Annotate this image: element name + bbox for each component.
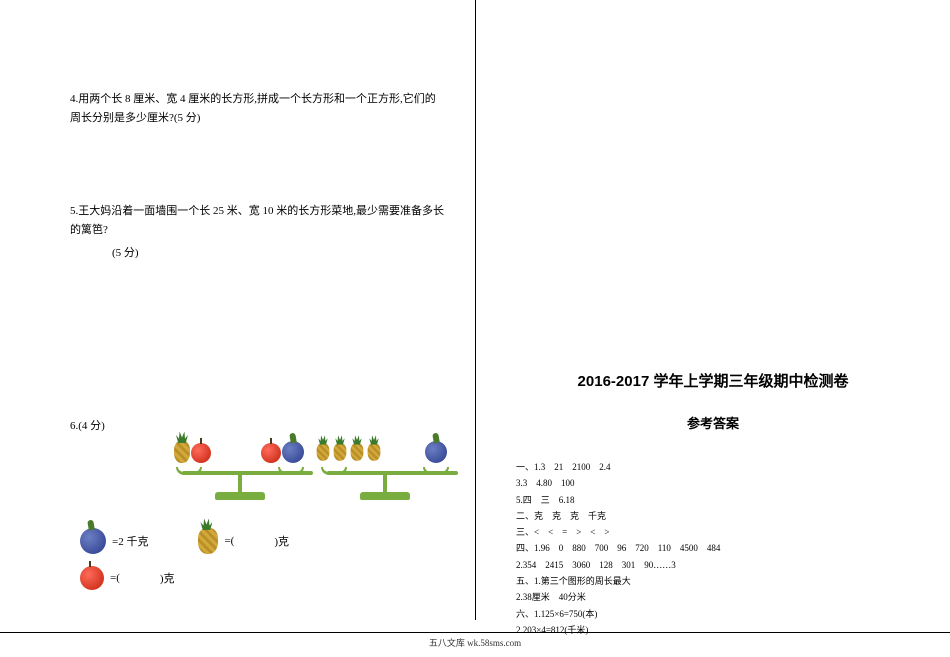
answer-line: 2.354 2415 3060 128 301 90……3 xyxy=(516,558,920,573)
legend-row-2: =( )克 xyxy=(80,566,445,590)
scales-row xyxy=(180,443,445,503)
left-pan-items xyxy=(315,441,382,463)
footer-text: 五八文库 wk.58sms.com xyxy=(429,638,521,648)
legend-apple-unit: )克 xyxy=(160,570,175,586)
scale-base xyxy=(360,492,410,500)
right-pan-items xyxy=(425,441,447,463)
answer-line: 二、克 克 克 千克 xyxy=(516,509,920,524)
question-6: 6.(4 分) xyxy=(70,417,445,590)
answer-line: 5.四 三 6.18 xyxy=(516,493,920,508)
q4-text: 4.用两个长 8 厘米、宽 4 厘米的长方形,拼成一个长方形和一个正方形,它们的… xyxy=(70,90,445,127)
legend-pineapple-eq: =( xyxy=(224,535,234,547)
answer-line: 四、1.96 0 880 700 96 720 110 4500 484 xyxy=(516,541,920,556)
question-4: 4.用两个长 8 厘米、宽 4 厘米的长方形,拼成一个长方形和一个正方形,它们的… xyxy=(70,90,445,127)
scale-post xyxy=(383,473,387,493)
onion-icon xyxy=(80,528,106,554)
page-container: 4.用两个长 8 厘米、宽 4 厘米的长方形,拼成一个长方形和一个正方形,它们的… xyxy=(0,0,950,620)
pineapple-icon xyxy=(317,444,330,462)
answer-line: 六、1.125×6=750(本) xyxy=(516,607,920,622)
legend-row-1: =2 千克 =( )克 xyxy=(80,528,445,554)
legend-apple: =( )克 xyxy=(80,566,175,590)
main-title: 2016-2017 学年上学期三年级期中检测卷 xyxy=(506,370,920,391)
title-area: 2016-2017 学年上学期三年级期中检测卷 参考答案 一、1.3 21 21… xyxy=(506,370,920,638)
pineapple-icon xyxy=(198,528,218,554)
legend-onion: =2 千克 xyxy=(80,528,148,554)
balance-scale-2 xyxy=(325,443,445,503)
subtitle: 参考答案 xyxy=(506,413,920,432)
answer-line: 2.38厘米 40分米 xyxy=(516,590,920,605)
answer-line: 五、1.第三个图形的周长最大 xyxy=(516,574,920,589)
onion-icon xyxy=(282,441,304,463)
legend-pineapple-unit: )克 xyxy=(274,533,289,549)
pineapple-icon xyxy=(334,444,347,462)
q5-line2: (5 分) xyxy=(70,244,445,263)
legend-apple-eq: =( xyxy=(110,572,120,584)
answers-block: 一、1.3 21 2100 2.4 3.3 4.80 100 5.四 三 6.1… xyxy=(516,460,920,638)
balance-scale-1 xyxy=(180,443,300,503)
q5-line1: 5.王大妈沿着一面墙围一个长 25 米、宽 10 米的长方形菜地,最少需要准备多… xyxy=(70,202,445,239)
answer-line: 一、1.3 21 2100 2.4 xyxy=(516,460,920,475)
apple-icon xyxy=(191,443,211,463)
apple-icon xyxy=(261,443,281,463)
q6-label: 6.(4 分) xyxy=(70,417,445,433)
answer-line: 三、< < = > < > xyxy=(516,525,920,540)
left-column: 4.用两个长 8 厘米、宽 4 厘米的长方形,拼成一个长方形和一个正方形,它们的… xyxy=(0,0,475,620)
pineapple-icon xyxy=(174,441,190,463)
scale-base xyxy=(215,492,265,500)
apple-icon xyxy=(80,566,104,590)
legend-pineapple: =( )克 xyxy=(198,528,289,554)
legend-onion-text: =2 千克 xyxy=(112,533,148,549)
answer-line: 3.3 4.80 100 xyxy=(516,476,920,491)
pineapple-icon xyxy=(368,444,381,462)
left-pan-items xyxy=(174,441,211,463)
onion-icon xyxy=(425,441,447,463)
scale-post xyxy=(238,473,242,493)
question-5: 5.王大妈沿着一面墙围一个长 25 米、宽 10 米的长方形菜地,最少需要准备多… xyxy=(70,202,445,262)
pineapple-icon xyxy=(351,444,364,462)
right-column: 2016-2017 学年上学期三年级期中检测卷 参考答案 一、1.3 21 21… xyxy=(475,0,950,620)
right-pan-items xyxy=(261,441,304,463)
footer: 五八文库 wk.58sms.com xyxy=(0,632,950,649)
